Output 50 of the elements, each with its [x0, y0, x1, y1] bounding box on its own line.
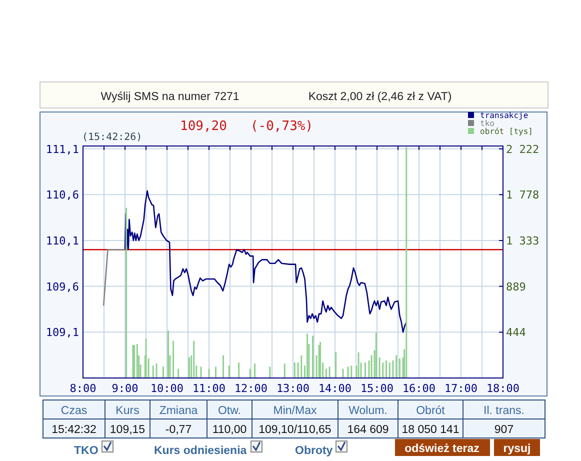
text: 110,00: [212, 424, 247, 436]
y2-tick-label: 889: [506, 280, 526, 294]
y2-tick-label: 2 222: [506, 142, 540, 156]
text: TKO: [74, 445, 98, 457]
x-tick-label: 17:00: [444, 382, 478, 395]
y2-tick-label: 1 333: [506, 234, 540, 248]
text: 164 609: [347, 424, 389, 436]
text: Czas: [60, 405, 88, 417]
line-series: [124, 190, 408, 333]
text: odśwież teraz: [404, 443, 480, 455]
text: 907: [494, 424, 514, 436]
y-tick-label: 109,1: [46, 326, 79, 340]
text: Kurs: [116, 405, 140, 417]
legend-label: tko: [480, 119, 495, 128]
text: Min/Max: [273, 405, 317, 417]
legend-label: obrót [tys]: [480, 127, 533, 136]
text: Kurs odniesienia: [154, 445, 248, 457]
y-tick-label: 111,1: [46, 142, 79, 156]
y-tick-label: 109,6: [46, 280, 79, 294]
x-tick-label: 9:00: [112, 382, 138, 395]
y2-tick-label: 1 778: [506, 188, 540, 202]
text: 15:42:32: [52, 424, 96, 436]
text: Otw.: [218, 405, 242, 417]
y-tick-label: 110,1: [46, 234, 79, 248]
x-tick-label: 14:00: [318, 382, 352, 395]
text: Il. trans.: [484, 405, 524, 417]
x-tick-label: 12:00: [234, 382, 268, 395]
y-tick-label: 110,6: [46, 188, 79, 202]
legend-label: transakcje: [480, 111, 528, 120]
text: -0,77: [165, 424, 192, 436]
text: Obrót: [416, 405, 446, 417]
chart-subtitle: (15:42:26): [82, 132, 142, 143]
text: 109,15: [110, 424, 146, 436]
text: Wyślij SMS na numer 7271: [100, 91, 240, 103]
x-tick-label: 15:00: [360, 382, 394, 395]
x-tick-label: 8:00: [70, 382, 96, 395]
text: rysuj: [503, 443, 531, 455]
text: 109,10/110,65: [258, 424, 332, 436]
x-tick-label: 10:00: [150, 382, 184, 395]
y2-tick-label: 444: [506, 326, 526, 340]
text: 109,20 (-0,73%): [180, 119, 314, 134]
text: Zmiana: [159, 405, 198, 417]
x-tick-label: 13:00: [276, 382, 310, 395]
text: Wolum.: [348, 405, 388, 417]
text: Koszt 2,00 zł (2,46 zł z VAT): [308, 91, 452, 103]
text: Obroty: [295, 445, 334, 457]
x-tick-label: 11:00: [192, 382, 226, 395]
text: 18 050 141: [402, 424, 460, 436]
x-tick-label: 16:00: [402, 382, 436, 395]
x-tick-label: 18:00: [486, 382, 520, 395]
